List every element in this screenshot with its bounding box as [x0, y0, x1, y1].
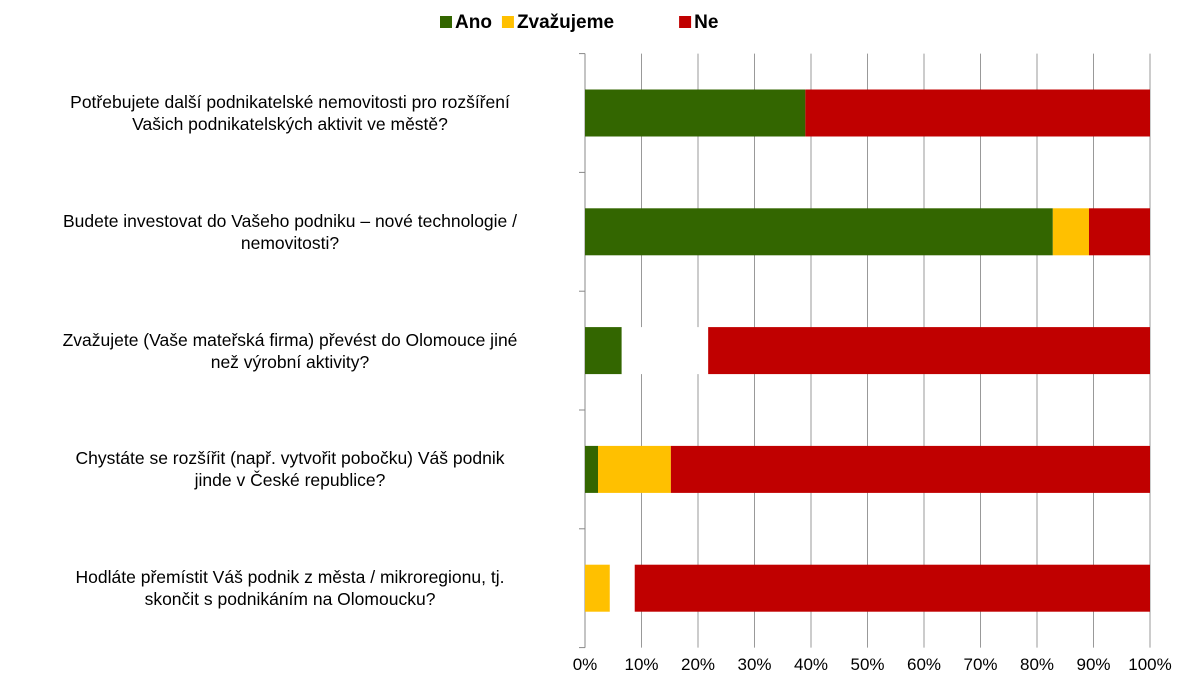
bar-segment [708, 327, 1150, 375]
x-tick-label: 90% [1076, 655, 1110, 674]
bar-segment [585, 564, 610, 612]
category-label: Budete investovat do Vašeho podniku – no… [62, 210, 518, 253]
x-tick-label: 80% [1020, 655, 1054, 674]
bar-segment [585, 445, 598, 493]
category-label: Potřebujete další podnikatelské nemovito… [70, 92, 510, 134]
legend-label: Ano [455, 12, 492, 33]
bar-segment [1052, 208, 1089, 256]
x-tick-label: 60% [907, 655, 941, 674]
x-tick-label: 100% [1128, 655, 1171, 674]
bar-segment [805, 89, 1150, 137]
bar-segment [621, 327, 709, 375]
x-tick-label: 10% [624, 655, 658, 674]
x-tick-label: 0% [573, 655, 598, 674]
bar-segment [670, 445, 1150, 493]
x-tick-label: 20% [681, 655, 715, 674]
category-label: Hodláte přemístit Váš podnik z města / m… [75, 567, 505, 610]
category-label: Zvažujete (Vaše mateřská firma) převést … [62, 329, 518, 372]
bar-segment [585, 208, 1053, 256]
bar-segment [609, 564, 635, 612]
bar-segment [597, 445, 671, 493]
category-label: Chystáte se rozšířit (např. vytvořit pob… [75, 448, 505, 491]
x-tick-label: 70% [963, 655, 997, 674]
legend-label: Ne [694, 12, 718, 33]
legend-swatch [679, 16, 692, 28]
legend-swatch [501, 16, 514, 28]
bar-segment [585, 89, 806, 137]
bar-segment [585, 327, 622, 375]
x-tick-label: 40% [794, 655, 828, 674]
bar-segment [634, 564, 1150, 612]
legend-swatch [440, 16, 452, 28]
bar-segment [1088, 208, 1150, 256]
x-tick-label: 50% [850, 655, 884, 674]
legend-label: Zvažujeme [517, 12, 614, 33]
x-tick-label: 30% [737, 655, 771, 674]
